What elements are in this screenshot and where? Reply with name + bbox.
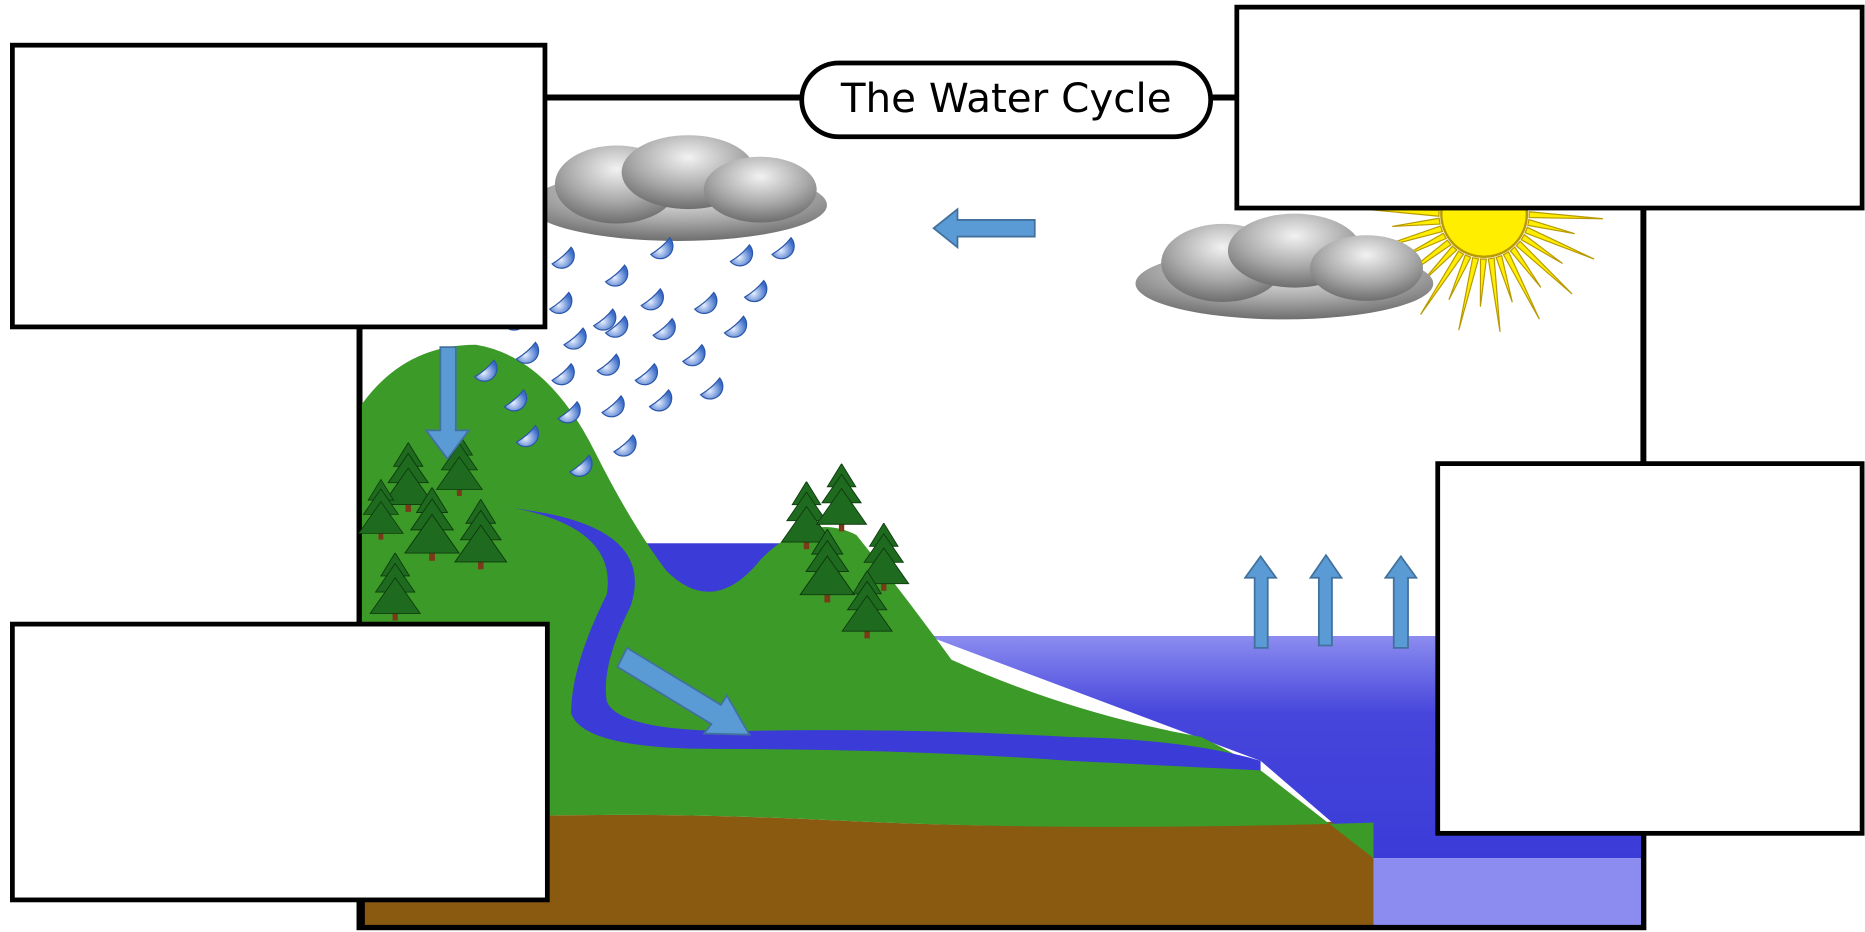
label-box[interactable] — [12, 624, 547, 900]
label-box[interactable] — [1438, 464, 1862, 834]
label-box[interactable] — [12, 45, 545, 327]
groundwater — [1374, 858, 1641, 925]
label-box[interactable] — [1237, 7, 1862, 208]
water-cycle-diagram: The Water Cycle — [0, 0, 1865, 932]
title: The Water Cycle — [840, 74, 1172, 122]
page: The Water Cycle (() => { const data = JS… — [0, 0, 1865, 932]
